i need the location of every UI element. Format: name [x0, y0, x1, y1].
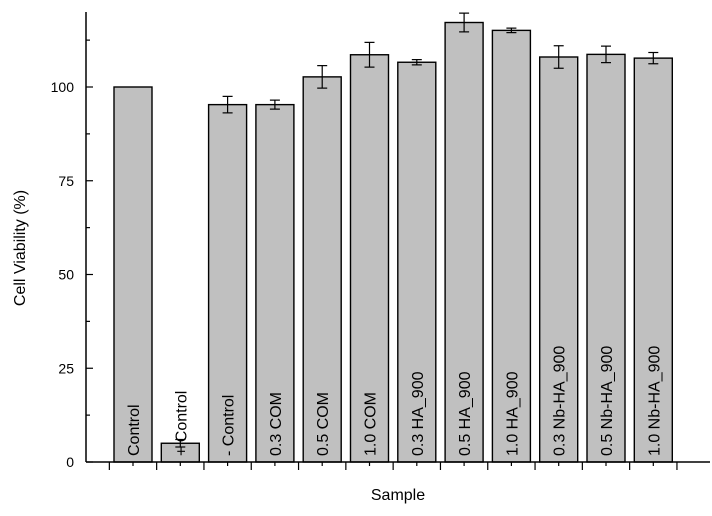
bar-label-7: 0.5 HA_900	[457, 371, 474, 456]
bar-7	[444, 21, 484, 463]
error-bar-3	[269, 99, 280, 110]
error-bar-8	[506, 27, 517, 34]
error-bar-6	[411, 59, 422, 66]
bar-3	[255, 103, 295, 463]
y-tick-label-100: 100	[51, 79, 75, 95]
bars-group	[113, 21, 673, 463]
bar-9	[539, 56, 579, 463]
bar-label-1: + Control	[173, 391, 190, 456]
bar-label-9: 0.3 Nb-HA_900	[552, 346, 569, 456]
bar-0	[113, 86, 153, 463]
bar-label-2: - Control	[221, 395, 238, 456]
y-tick-label-75: 75	[58, 173, 74, 189]
error-bar-2	[222, 95, 233, 114]
y-tick-label-0: 0	[66, 454, 74, 470]
error-bar-10	[601, 45, 611, 64]
bar-label-6: 0.3 HA_900	[410, 371, 427, 456]
error-bar-5	[364, 41, 375, 68]
y-tick-label-50: 50	[58, 267, 74, 283]
bar-8	[491, 29, 532, 463]
bar-label-3: 0.3 COM	[268, 392, 285, 456]
bar-label-11: 1.0 Nb-HA_900	[646, 346, 663, 456]
bar-label-8: 1.0 HA_900	[504, 371, 521, 456]
bar-label-10: 0.5 Nb-HA_900	[599, 346, 616, 456]
bar-labels-group: Control + Control - Control 0.3 COM 0.5 COM 1…	[126, 346, 663, 456]
bar-label-0: Control	[126, 404, 143, 456]
error-bar-11	[648, 51, 659, 65]
axes-group: 0 25 50 75 100	[51, 12, 710, 470]
error-bar-1	[175, 438, 186, 448]
y-axis-label: Cell Viability (%)	[12, 190, 29, 306]
bar-label-5: 1.0 COM	[363, 392, 380, 456]
x-axis-label: Sample	[371, 487, 425, 504]
error-bar-4	[317, 65, 328, 89]
error-bar-9	[553, 45, 564, 69]
bar-label-4: 0.5 COM	[315, 392, 332, 456]
error-bars-group	[175, 12, 659, 448]
error-bar-7	[459, 12, 470, 33]
y-tick-label-25: 25	[58, 360, 74, 376]
